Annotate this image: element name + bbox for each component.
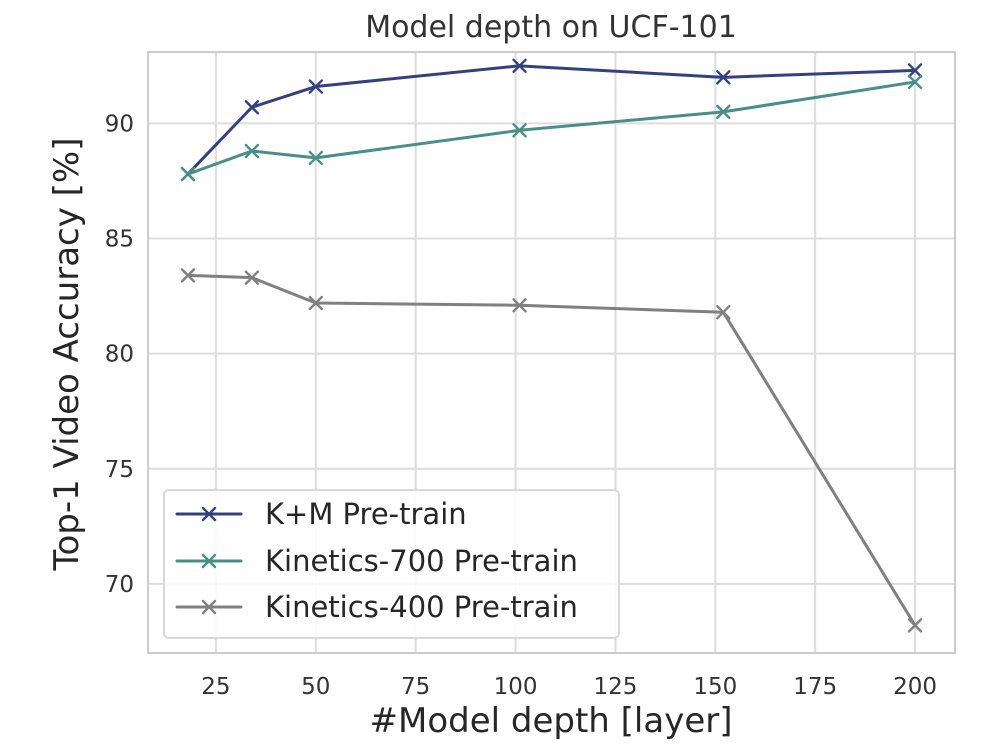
y-axis-label: Top-1 Video Accuracy [%] [47,137,87,571]
y-tick-label: 85 [105,227,134,253]
legend-marker [201,553,217,569]
x-tick-label: 200 [893,674,937,700]
legend-marker-stroke-b [201,553,217,569]
legend-label: Kinetics-700 Pre-train [265,544,578,578]
x-tick-label: 150 [693,674,737,700]
data-point-kinetics-400-pre-train-stroke-b [907,618,923,633]
legend-marker [201,506,217,522]
series-line-kinetics-700-pre-train [186,80,917,176]
series-line-k-m-pre-train [186,64,917,176]
data-point-k-m-pre-train [907,63,923,78]
x-axis-label: #Model depth [layer] [370,701,733,741]
data-point-k-m-pre-train-stroke-b [512,58,527,74]
x-axis-ticks: 25 50 75 100 125 150 175 200 [201,674,937,700]
x-tick-label: 100 [494,674,538,700]
data-point-kinetics-400-pre-train [308,295,323,311]
legend-marker-stroke-b [201,599,217,615]
data-point-kinetics-400-pre-train-stroke-b [512,298,527,313]
data-point-kinetics-700-pre-train [308,150,323,166]
data-point-kinetics-400-pre-train [716,305,731,320]
plot-frame [147,51,956,654]
data-point-k-m-pre-train [308,79,323,94]
series-group [180,58,923,633]
data-point-kinetics-700-pre-train [907,74,923,90]
x-tick-label: 50 [301,674,330,700]
data-point-kinetics-700-pre-train-stroke-b [716,104,731,120]
data-point-k-m-pre-train [512,58,527,74]
series-kinetics-400-pre-train [180,268,923,633]
legend: K+M Pre-train Kinetics-700 Pre-train Kinet… [163,489,620,639]
data-point-kinetics-400-pre-train [180,268,196,283]
legend-label: K+M Pre-train [265,497,467,531]
y-axis-ticks: 70 75 80 85 90 [105,111,134,598]
data-point-k-m-pre-train [716,70,731,85]
x-tick-label: 175 [793,674,837,700]
data-point-kinetics-700-pre-train-stroke-b [244,143,260,159]
chart-title: Model depth on UCF-101 [365,10,737,45]
data-point-kinetics-400-pre-train-stroke-b [308,295,323,311]
data-point-kinetics-700-pre-train-stroke-b [308,150,323,166]
legend-item-kinetics-400-pre-train: Kinetics-400 Pre-train [175,590,578,624]
data-point-kinetics-700-pre-train-stroke-b [512,123,527,138]
legend-marker-stroke-b [201,506,217,522]
legend-marker [201,599,217,615]
data-point-kinetics-400-pre-train-stroke-b [244,270,260,285]
legend-item-kinetics-700-pre-train: Kinetics-700 Pre-train [175,544,578,578]
data-point-kinetics-400-pre-train-stroke-b [716,305,731,320]
data-point-kinetics-400-pre-train [907,618,923,633]
x-tick-label: 25 [201,674,230,700]
data-point-kinetics-700-pre-train-stroke-b [180,166,196,182]
data-point-kinetics-700-pre-train [716,104,731,120]
data-point-k-m-pre-train-stroke-b [907,63,923,78]
y-tick-label: 80 [105,342,134,368]
data-point-kinetics-700-pre-train [180,166,196,182]
y-tick-label: 70 [105,572,134,598]
legend-label: Kinetics-400 Pre-train [265,590,578,624]
y-tick-label: 90 [105,111,134,137]
legend-item-k-m-pre-train: K+M Pre-train [175,497,467,531]
data-point-kinetics-700-pre-train [512,123,527,138]
series-line-kinetics-400-pre-train [186,273,917,627]
data-point-kinetics-700-pre-train [244,143,260,159]
data-point-kinetics-700-pre-train-stroke-b [907,74,923,90]
data-point-k-m-pre-train [244,100,260,115]
legend-box [163,489,620,639]
data-point-kinetics-400-pre-train-stroke-b [180,268,196,283]
data-point-kinetics-400-pre-train [244,270,260,285]
data-point-k-m-pre-train-stroke-b [716,70,731,85]
x-tick-label: 75 [401,674,430,700]
series-kinetics-700-pre-train [180,74,923,182]
series-k-m-pre-train [180,58,923,182]
x-tick-label: 125 [593,674,637,700]
data-point-kinetics-400-pre-train [512,298,527,313]
y-tick-label: 75 [105,457,134,483]
data-point-k-m-pre-train-stroke-b [308,79,323,94]
data-point-k-m-pre-train-stroke-b [244,100,260,115]
